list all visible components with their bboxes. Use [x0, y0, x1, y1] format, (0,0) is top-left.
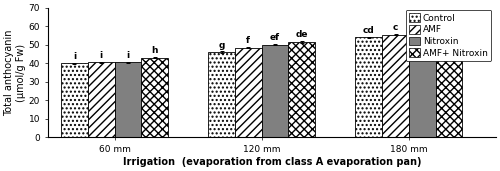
- X-axis label: Irrigation  (evaporation from class A evaporation pan): Irrigation (evaporation from class A eva…: [122, 157, 421, 167]
- Bar: [235, 48, 262, 137]
- Y-axis label: Total anthocyanin
(μmol/g Fw): Total anthocyanin (μmol/g Fw): [4, 29, 26, 116]
- Text: c: c: [393, 23, 398, 32]
- Bar: [409, 26, 436, 137]
- Text: i: i: [73, 52, 76, 61]
- Text: g: g: [218, 41, 225, 50]
- Text: i: i: [100, 51, 103, 60]
- Bar: [382, 35, 409, 137]
- Text: i: i: [126, 51, 130, 60]
- Text: f: f: [246, 36, 250, 45]
- Text: b: b: [419, 15, 426, 24]
- Bar: [88, 62, 115, 137]
- Text: a: a: [446, 11, 452, 20]
- Text: de: de: [296, 30, 308, 39]
- Bar: [61, 63, 88, 137]
- Bar: [436, 23, 462, 137]
- Bar: [142, 58, 168, 137]
- Bar: [114, 62, 141, 137]
- Text: h: h: [152, 46, 158, 55]
- Text: ef: ef: [270, 33, 280, 42]
- Bar: [356, 37, 382, 137]
- Text: cd: cd: [363, 26, 374, 35]
- Bar: [262, 45, 288, 137]
- Legend: Control, AMF, Nitroxin, AMF+ Nitroxin: Control, AMF, Nitroxin, AMF+ Nitroxin: [406, 10, 492, 61]
- Bar: [288, 42, 315, 137]
- Bar: [208, 52, 235, 137]
